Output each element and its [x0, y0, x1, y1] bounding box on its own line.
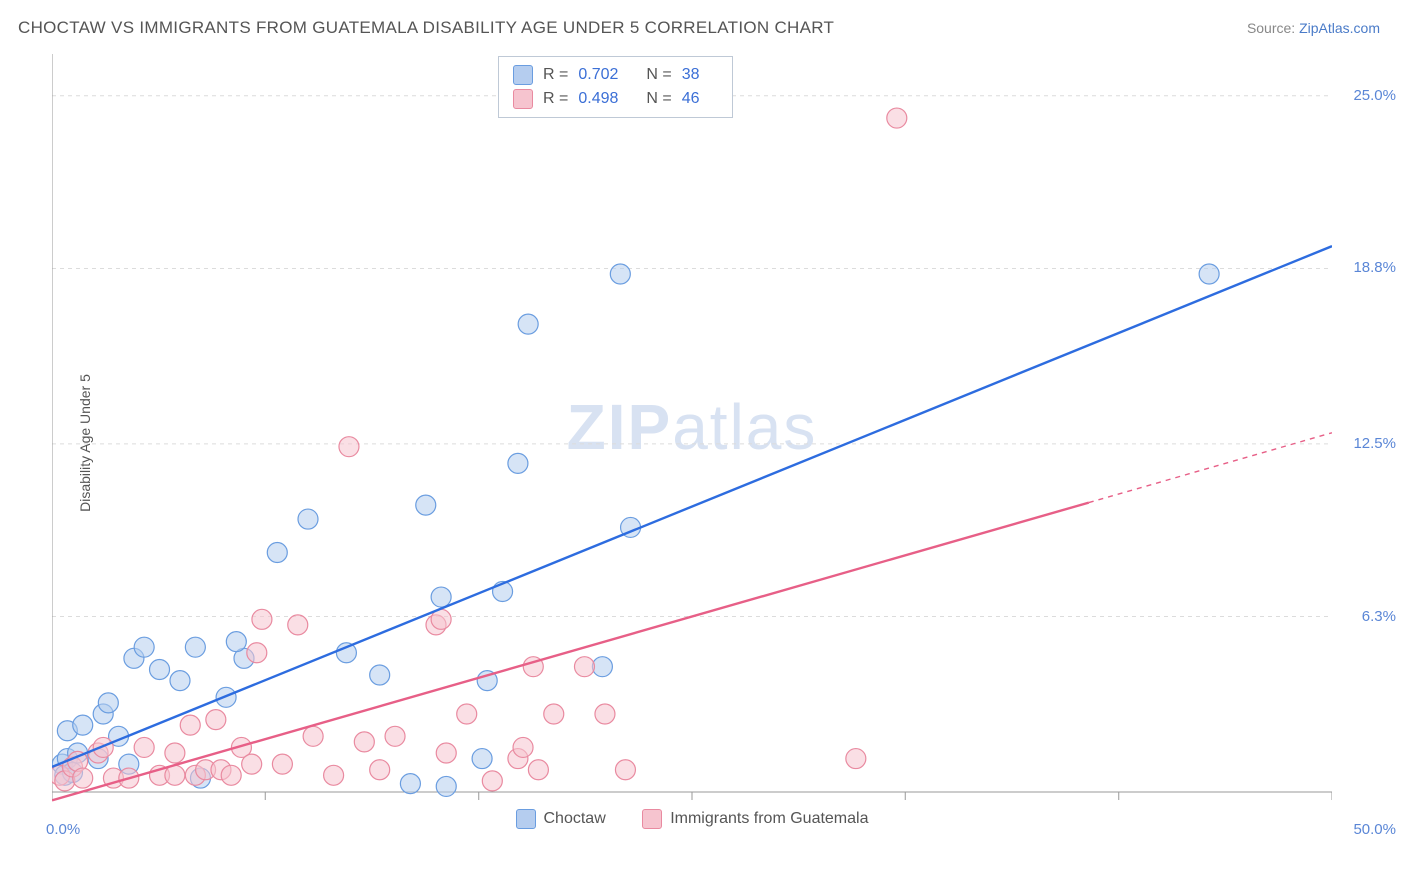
y-tick-label: 18.8%: [1353, 259, 1396, 276]
legend-label-2: Immigrants from Guatemala: [670, 810, 868, 828]
swatch-guatemala-icon: [642, 809, 662, 829]
series-legend: Choctaw Immigrants from Guatemala: [52, 809, 1332, 834]
swatch-choctaw-icon: [516, 809, 536, 829]
stat-R-label-2: R =: [543, 87, 568, 111]
stats-row-1: R = 0.702 N = 38: [513, 63, 718, 87]
stat-N-val-1: 38: [682, 63, 700, 87]
y-tick-label: 12.5%: [1353, 435, 1396, 452]
legend-item-2: Immigrants from Guatemala: [642, 809, 868, 829]
x-tick-start: 0.0%: [46, 821, 80, 838]
stat-R-val-2: 0.498: [578, 87, 618, 111]
stats-row-2: R = 0.498 N = 46: [513, 87, 718, 111]
source-label: Source:: [1247, 20, 1299, 36]
swatch-guatemala: [513, 89, 533, 109]
x-tick-end: 50.0%: [1353, 821, 1396, 838]
legend-label-1: Choctaw: [544, 810, 606, 828]
stat-N-label-2: N =: [646, 87, 671, 111]
source-link[interactable]: ZipAtlas.com: [1299, 20, 1380, 36]
stat-N-label: N =: [646, 63, 671, 87]
source-attribution: Source: ZipAtlas.com: [1247, 20, 1380, 36]
y-tick-label: 6.3%: [1362, 608, 1396, 625]
y-tick-label: 25.0%: [1353, 87, 1396, 104]
legend-item-1: Choctaw: [516, 809, 606, 829]
chart-title: CHOCTAW VS IMMIGRANTS FROM GUATEMALA DIS…: [18, 18, 834, 38]
stat-N-val-2: 46: [682, 87, 700, 111]
scatter-plot: [52, 54, 1332, 832]
chart-area: Disability Age Under 5 ZIPatlas R = 0.70…: [52, 54, 1332, 832]
stat-R-label: R =: [543, 63, 568, 87]
stats-legend: R = 0.702 N = 38 R = 0.498 N = 46: [498, 56, 733, 118]
stat-R-val-1: 0.702: [578, 63, 618, 87]
swatch-choctaw: [513, 65, 533, 85]
